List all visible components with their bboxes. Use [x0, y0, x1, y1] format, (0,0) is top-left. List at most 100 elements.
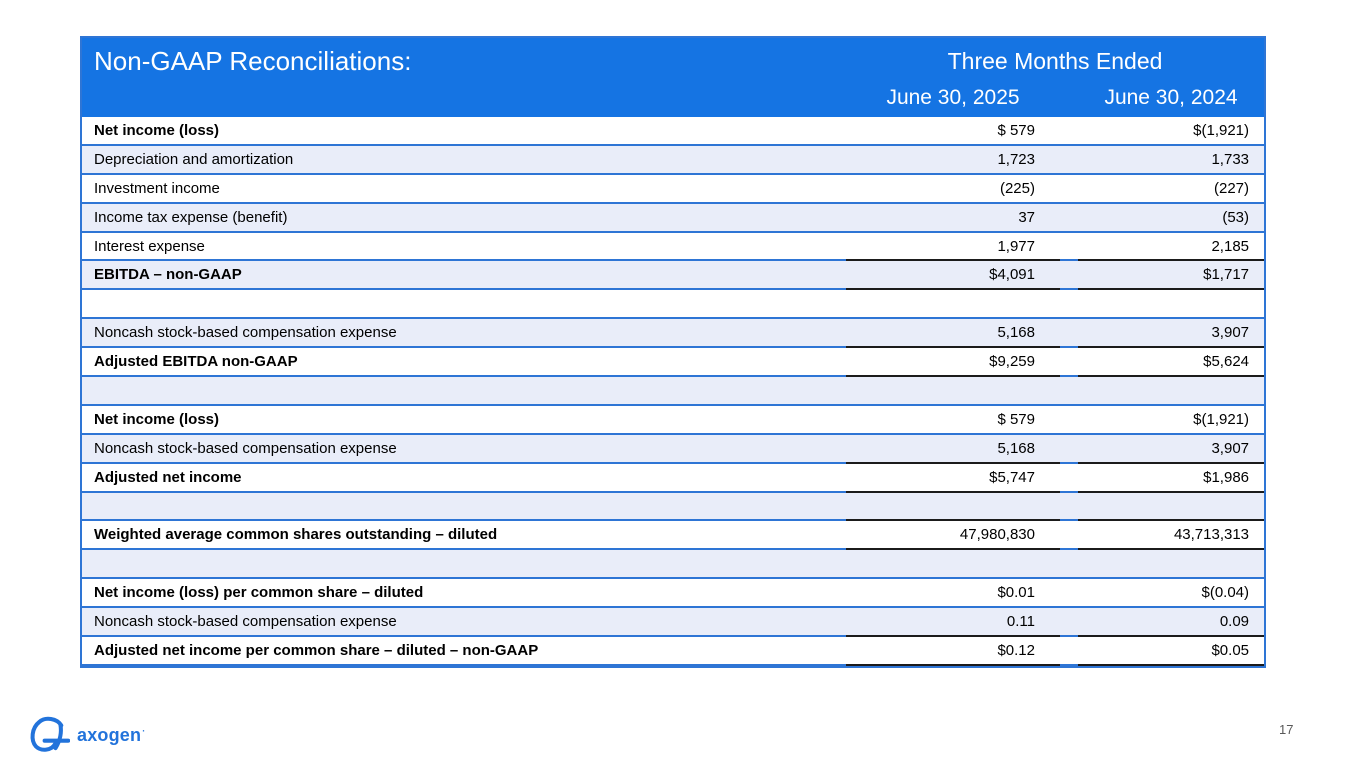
column-gap: [1060, 290, 1078, 320]
table-row: [82, 377, 1265, 406]
value-2024: $0.05: [1078, 637, 1265, 666]
table-row: Adjusted EBITDA non-GAAP $9,259 $5,624: [82, 348, 1265, 378]
row-label: [82, 290, 846, 320]
row-label: Adjusted net income: [82, 463, 846, 493]
value-2025: 47,980,830: [846, 521, 1060, 551]
row-label: Net income (loss): [82, 117, 846, 146]
value-2025: [846, 377, 1060, 406]
column-gap: [1060, 550, 1078, 580]
value-2025: $9,259: [846, 348, 1060, 378]
row-label: Interest expense: [82, 232, 846, 262]
column-gap: [1060, 174, 1078, 204]
page-title: Non-GAAP Reconciliations:: [82, 38, 846, 84]
value-2024: [1078, 492, 1265, 522]
row-label: EBITDA – non-GAAP: [82, 261, 846, 291]
table-row: [82, 492, 1265, 522]
column-header-2024: June 30, 2024: [1078, 84, 1265, 117]
row-label: [82, 550, 846, 580]
row-label: Noncash stock-based compensation expense: [82, 608, 846, 638]
table-row: Interest expense 1,977 2,185: [82, 232, 1265, 262]
column-gap: [1060, 203, 1078, 233]
table-row: Noncash stock-based compensation expense…: [82, 434, 1265, 464]
column-gap: [1060, 579, 1078, 609]
value-2024: 43,713,313: [1078, 521, 1265, 551]
value-2024: $1,717: [1078, 261, 1265, 291]
value-2025: [846, 492, 1060, 522]
column-gap: [1060, 261, 1078, 291]
column-gap: [1060, 608, 1078, 638]
table-row: Income tax expense (benefit) 37 (53): [82, 203, 1265, 233]
table-row: Investment income (225) (227): [82, 174, 1265, 204]
column-gap: [1060, 377, 1078, 406]
column-gap: [1060, 492, 1078, 522]
registered-mark: ·: [142, 725, 146, 736]
table-row: Adjusted net income per common share – d…: [82, 637, 1265, 666]
value-2024: $(1,921): [1078, 405, 1265, 435]
value-2025: 5,168: [846, 434, 1060, 464]
table-row: [82, 550, 1265, 580]
row-label: Net income (loss) per common share – dil…: [82, 579, 846, 609]
value-2024: 1,733: [1078, 145, 1265, 175]
table-row: EBITDA – non-GAAP $4,091 $1,717: [82, 261, 1265, 291]
value-2025: [846, 550, 1060, 580]
value-2024: (227): [1078, 174, 1265, 204]
table-row: Net income (loss) $ 579 $(1,921): [82, 405, 1265, 435]
value-2025: $4,091: [846, 261, 1060, 291]
value-2025: 37: [846, 203, 1060, 233]
header-spacer: [82, 84, 846, 117]
row-label: Weighted average common shares outstandi…: [82, 521, 846, 551]
value-2024: 2,185: [1078, 232, 1265, 262]
value-2025: $ 579: [846, 117, 1060, 146]
value-2025: $ 579: [846, 405, 1060, 435]
value-2025: [846, 290, 1060, 320]
table-header: Non-GAAP Reconciliations: Three Months E…: [82, 38, 1265, 117]
row-label: Investment income: [82, 174, 846, 204]
column-gap: [1060, 232, 1078, 262]
value-2024: $1,986: [1078, 463, 1265, 493]
value-2025: $0.12: [846, 637, 1060, 666]
table-row: Depreciation and amortization 1,723 1,733: [82, 145, 1265, 175]
row-label: Noncash stock-based compensation expense: [82, 434, 846, 464]
row-label: [82, 377, 846, 406]
column-gap: [1060, 637, 1078, 666]
header-row-1: Non-GAAP Reconciliations: Three Months E…: [82, 38, 1265, 84]
period-header: Three Months Ended: [846, 38, 1265, 84]
column-header-2025: June 30, 2025: [846, 84, 1060, 117]
table-row: Net income (loss) $ 579 $(1,921): [82, 117, 1265, 146]
value-2024: [1078, 550, 1265, 580]
value-2024: $(1,921): [1078, 117, 1265, 146]
axogen-logo: axogen·: [28, 714, 145, 756]
row-label: Income tax expense (benefit): [82, 203, 846, 233]
value-2025: 0.11: [846, 608, 1060, 638]
row-label: Noncash stock-based compensation expense: [82, 319, 846, 349]
column-gap: [1060, 84, 1078, 117]
value-2024: 0.09: [1078, 608, 1265, 638]
column-gap: [1060, 405, 1078, 435]
column-gap: [1060, 348, 1078, 378]
value-2025: 1,977: [846, 232, 1060, 262]
column-gap: [1060, 463, 1078, 493]
value-2025: (225): [846, 174, 1060, 204]
column-gap: [1060, 117, 1078, 146]
column-gap: [1060, 434, 1078, 464]
table-row: Adjusted net income $5,747 $1,986: [82, 463, 1265, 493]
value-2024: 3,907: [1078, 434, 1265, 464]
non-gaap-reconciliation-table: Non-GAAP Reconciliations: Three Months E…: [80, 36, 1267, 668]
header-row-2: June 30, 2025 June 30, 2024: [82, 84, 1265, 117]
value-2024: [1078, 377, 1265, 406]
value-2025: $5,747: [846, 463, 1060, 493]
value-2024: 3,907: [1078, 319, 1265, 349]
row-label: Adjusted EBITDA non-GAAP: [82, 348, 846, 378]
table-row: Noncash stock-based compensation expense…: [82, 608, 1265, 638]
table-row: [82, 290, 1265, 320]
table-row: Net income (loss) per common share – dil…: [82, 579, 1265, 609]
row-label: Adjusted net income per common share – d…: [82, 637, 846, 666]
page-number: 17: [1279, 722, 1294, 737]
row-label: Depreciation and amortization: [82, 145, 846, 175]
row-label: Net income (loss): [82, 405, 846, 435]
row-label: [82, 492, 846, 522]
axogen-logo-icon: [30, 716, 70, 752]
value-2024: $5,624: [1078, 348, 1265, 378]
table-row: Weighted average common shares outstandi…: [82, 521, 1265, 551]
